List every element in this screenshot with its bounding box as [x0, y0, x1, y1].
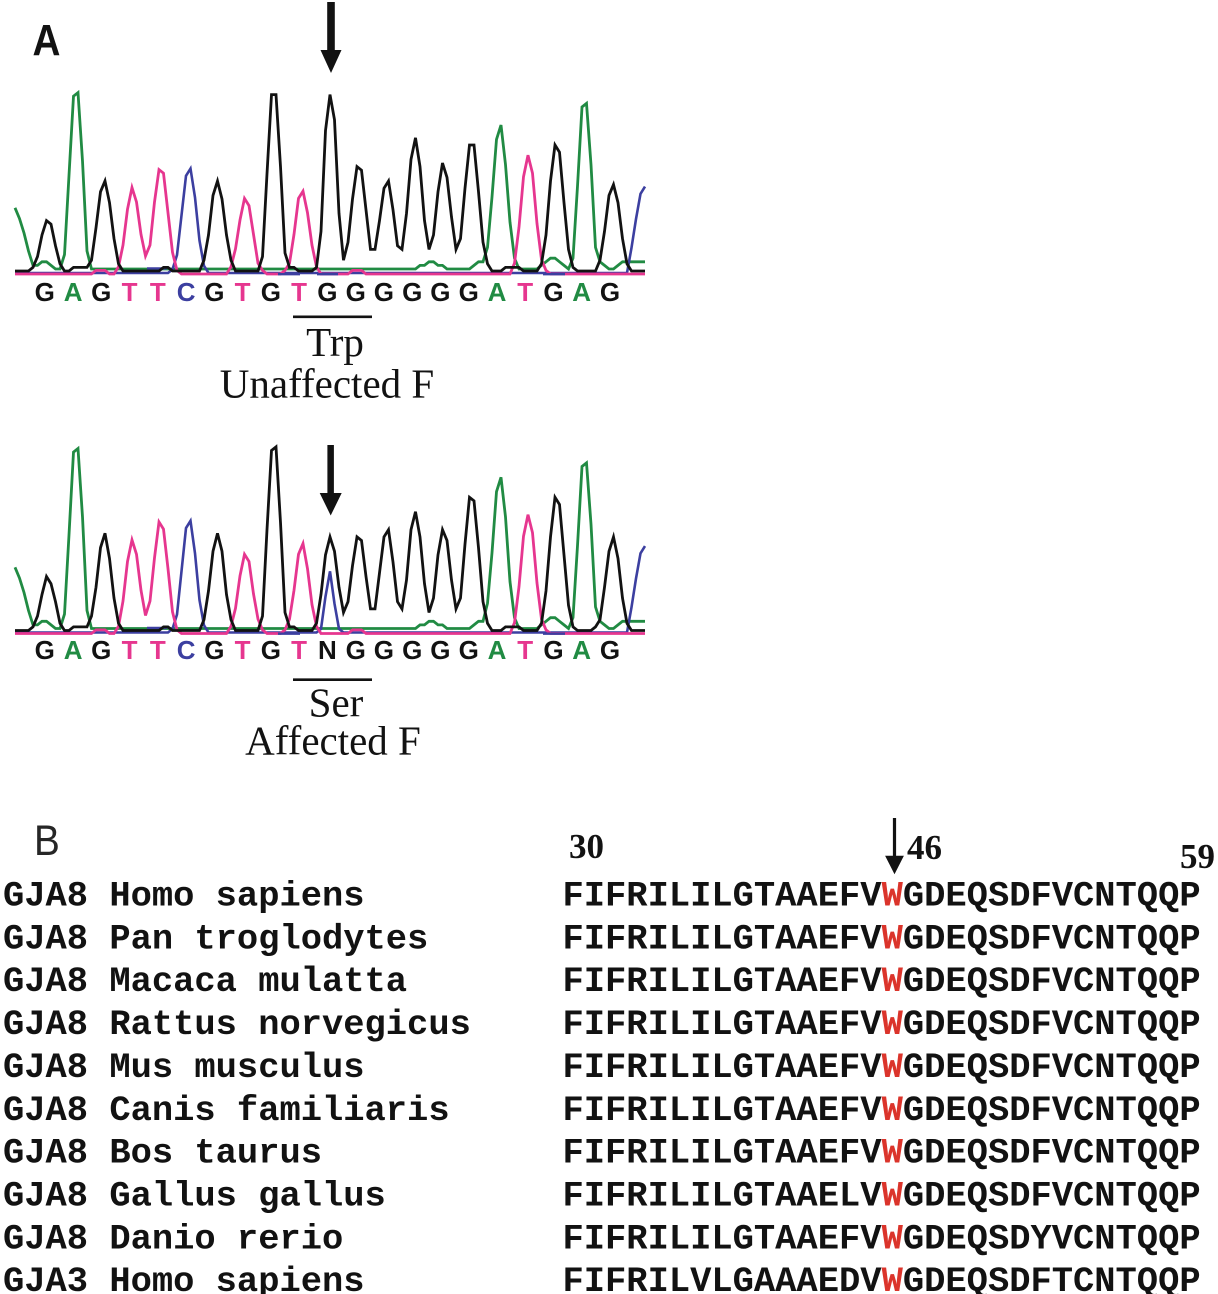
svg-text:A: A — [488, 635, 507, 665]
svg-text:GJA8 Pan troglodytes: GJA8 Pan troglodytes — [3, 918, 428, 959]
svg-text:FIFRILVLGAAAEDV: FIFRILVLGAAAEDV — [563, 1261, 883, 1294]
svg-text:FIFRILILGTAAEFV: FIFRILILGTAAEFV — [563, 1090, 883, 1131]
svg-text:30: 30 — [569, 827, 604, 866]
svg-text:G: G — [459, 635, 479, 665]
svg-text:GJA8 Rattus norvegicus: GJA8 Rattus norvegicus — [3, 1004, 471, 1045]
svg-text:GDEQSDFVCNTQQP: GDEQSDFVCNTQQP — [903, 1047, 1201, 1088]
svg-text:GDEQSDFTCNTQQP: GDEQSDFTCNTQQP — [903, 1261, 1201, 1294]
svg-text:GDEQSDFVCNTQQP: GDEQSDFVCNTQQP — [903, 1133, 1201, 1174]
svg-text:A: A — [572, 277, 591, 307]
svg-text:46: 46 — [907, 828, 942, 867]
svg-text:GDEQSDFVCNTQQP: GDEQSDFVCNTQQP — [903, 918, 1201, 959]
svg-text:G: G — [543, 635, 563, 665]
svg-text:T: T — [150, 635, 166, 665]
svg-text:GJA8 Homo sapiens: GJA8 Homo sapiens — [3, 876, 365, 917]
svg-text:GJA8 Bos taurus: GJA8 Bos taurus — [3, 1133, 322, 1174]
svg-text:A: A — [33, 15, 61, 65]
svg-text:W: W — [882, 1176, 904, 1217]
svg-text:GJA8 Mus musculus: GJA8 Mus musculus — [3, 1047, 365, 1088]
svg-text:T: T — [291, 277, 307, 307]
svg-text:Unaffected F: Unaffected F — [220, 361, 434, 407]
svg-text:T: T — [517, 277, 533, 307]
svg-text:T: T — [235, 635, 251, 665]
svg-text:Trp: Trp — [306, 319, 364, 365]
svg-text:G: G — [35, 277, 55, 307]
svg-text:G: G — [261, 635, 281, 665]
svg-text:B: B — [34, 816, 60, 864]
svg-text:G: G — [402, 635, 422, 665]
svg-text:GDEQSDFVCNTQQP: GDEQSDFVCNTQQP — [903, 876, 1201, 917]
svg-text:59: 59 — [1180, 837, 1215, 876]
svg-text:W: W — [882, 1218, 904, 1259]
svg-text:GJA8 Canis familiaris: GJA8 Canis familiaris — [3, 1090, 450, 1131]
svg-text:W: W — [882, 1004, 904, 1045]
svg-text:W: W — [882, 918, 904, 959]
svg-text:G: G — [346, 277, 366, 307]
svg-text:Affected F: Affected F — [245, 718, 421, 764]
svg-text:C: C — [177, 277, 196, 307]
svg-text:GDEQSDYVCNTQQP: GDEQSDYVCNTQQP — [903, 1218, 1201, 1259]
svg-text:GDEQSDFVCNTQQP: GDEQSDFVCNTQQP — [903, 1004, 1201, 1045]
svg-text:T: T — [291, 635, 307, 665]
svg-text:G: G — [91, 635, 111, 665]
svg-text:T: T — [517, 635, 533, 665]
svg-text:FIFRILILGTAAEFV: FIFRILILGTAAEFV — [563, 918, 883, 959]
svg-text:GJA8 Gallus gallus: GJA8 Gallus gallus — [3, 1176, 386, 1217]
svg-text:FIFRILILGTAAEFV: FIFRILILGTAAEFV — [563, 1047, 883, 1088]
svg-text:FIFRILILGTAAEFV: FIFRILILGTAAEFV — [563, 961, 883, 1002]
svg-text:A: A — [488, 277, 507, 307]
svg-text:T: T — [235, 277, 251, 307]
svg-text:T: T — [122, 277, 138, 307]
svg-text:FIFRILILGTAAEFV: FIFRILILGTAAEFV — [563, 1004, 883, 1045]
svg-text:G: G — [402, 277, 422, 307]
svg-text:GDEQSDFVCNTQQP: GDEQSDFVCNTQQP — [903, 1176, 1201, 1217]
svg-text:GJA8 Macaca mulatta: GJA8 Macaca mulatta — [3, 961, 407, 1002]
svg-text:W: W — [882, 1090, 904, 1131]
svg-text:FIFRILILGTAAELV: FIFRILILGTAAELV — [563, 1176, 883, 1217]
svg-text:G: G — [346, 635, 366, 665]
svg-text:T: T — [150, 277, 166, 307]
svg-text:G: G — [91, 277, 111, 307]
svg-text:G: G — [261, 277, 281, 307]
svg-text:C: C — [177, 635, 196, 665]
svg-text:G: G — [543, 277, 563, 307]
svg-text:W: W — [882, 876, 904, 917]
svg-text:G: G — [600, 635, 620, 665]
svg-text:Ser: Ser — [309, 680, 364, 726]
svg-text:FIFRILILGTAAEFV: FIFRILILGTAAEFV — [563, 1133, 883, 1174]
svg-text:G: G — [204, 277, 224, 307]
svg-text:A: A — [64, 635, 83, 665]
svg-text:A: A — [64, 277, 83, 307]
svg-text:FIFRILILGTAAEFV: FIFRILILGTAAEFV — [563, 1218, 883, 1259]
svg-text:W: W — [882, 961, 904, 1002]
svg-text:FIFRILILGTAAEFV: FIFRILILGTAAEFV — [563, 876, 883, 917]
svg-text:W: W — [882, 1047, 904, 1088]
svg-text:GDEQSDFVCNTQQP: GDEQSDFVCNTQQP — [903, 1090, 1201, 1131]
svg-text:G: G — [374, 277, 394, 307]
svg-text:T: T — [122, 635, 138, 665]
svg-text:N: N — [318, 635, 337, 665]
svg-text:A: A — [572, 635, 591, 665]
svg-text:G: G — [374, 635, 394, 665]
svg-text:GJA3 Homo sapiens: GJA3 Homo sapiens — [3, 1261, 365, 1294]
svg-text:G: G — [430, 277, 450, 307]
svg-text:G: G — [204, 635, 224, 665]
svg-text:G: G — [430, 635, 450, 665]
svg-text:G: G — [600, 277, 620, 307]
svg-text:G: G — [35, 635, 55, 665]
svg-text:GDEQSDFVCNTQQP: GDEQSDFVCNTQQP — [903, 961, 1201, 1002]
svg-text:W: W — [882, 1261, 904, 1294]
svg-text:W: W — [882, 1133, 904, 1174]
svg-text:G: G — [317, 277, 337, 307]
svg-text:GJA8 Danio rerio: GJA8 Danio rerio — [3, 1218, 343, 1259]
svg-text:G: G — [459, 277, 479, 307]
